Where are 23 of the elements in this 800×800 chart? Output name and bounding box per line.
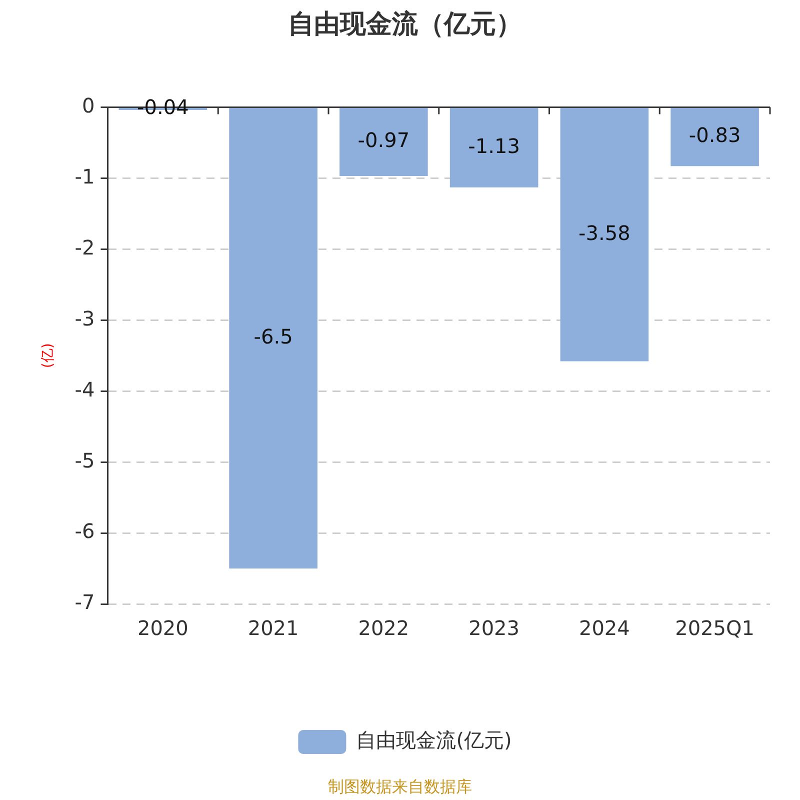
data-label: -6.5 [254, 324, 293, 348]
x-tick-label: 2025Q1 [675, 616, 754, 640]
x-tick-label: 2022 [358, 616, 410, 640]
data-label: -1.13 [468, 134, 520, 158]
y-tick-label: -2 [74, 235, 95, 260]
y-tick-label: -7 [74, 590, 95, 614]
text: 制图数据来自数据库 [328, 777, 472, 796]
data-label: -0.83 [688, 123, 741, 148]
y-tick-label: 0 [82, 93, 95, 118]
y-axis-title: (亿) [40, 343, 56, 368]
x-tick-label: 2020 [137, 616, 188, 640]
data-label: -0.97 [358, 128, 410, 152]
y-tick-label: -4 [74, 377, 95, 402]
data-label: -3.58 [578, 220, 630, 245]
y-tick-label: -1 [74, 164, 95, 188]
x-tick-label: 2023 [468, 616, 520, 640]
chart-title: 自由现金流（亿元） [288, 9, 522, 40]
legend-label: 自由现金流(亿元) [356, 728, 512, 752]
y-tick-label: -6 [74, 519, 95, 544]
y-tick-label: -5 [74, 448, 95, 472]
x-tick-label: 2024 [578, 616, 630, 640]
y-tick-label: -3 [74, 306, 95, 330]
x-tick-label: 2021 [248, 616, 299, 640]
